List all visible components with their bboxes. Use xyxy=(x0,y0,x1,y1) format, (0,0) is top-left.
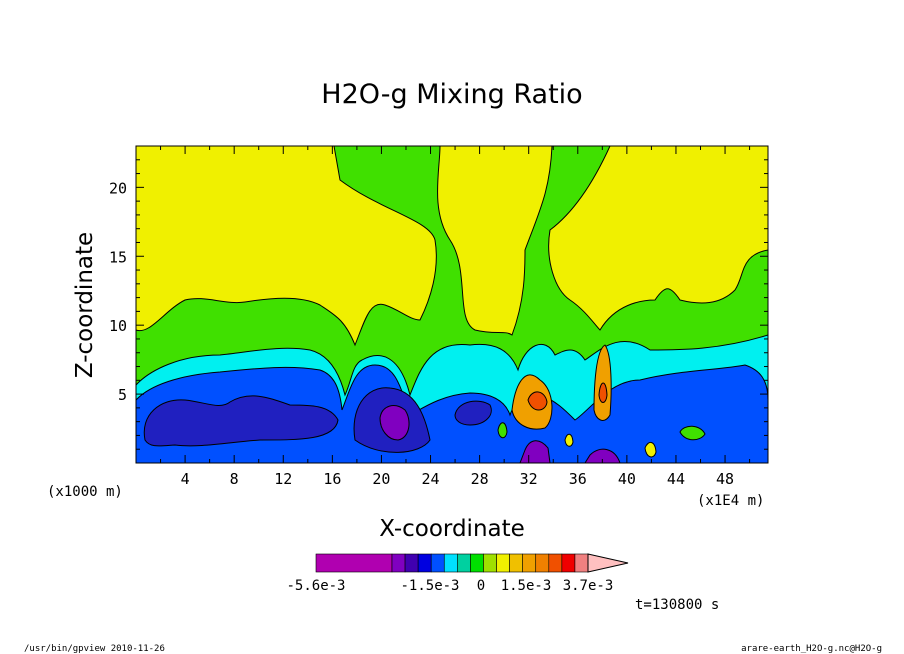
colorbar-swatch xyxy=(574,553,589,573)
x-unit-right: (x1E4 m) xyxy=(697,493,764,509)
contour-purple-2 xyxy=(519,440,551,463)
colorbar-swatch xyxy=(496,553,510,573)
colorbar-swatch xyxy=(430,553,445,573)
y-axis: 5 10 15 20 xyxy=(109,159,768,450)
y-tick-label: 15 xyxy=(109,248,127,266)
colorbar-swatch xyxy=(315,553,393,573)
contour-purple-1 xyxy=(379,405,410,441)
x-tick-label: 4 xyxy=(181,470,190,488)
time-label: t=130800 s xyxy=(635,597,719,613)
y-tick-label: 10 xyxy=(109,317,127,335)
colorbar-swatch xyxy=(522,553,537,573)
colorbar-arrow xyxy=(587,553,629,573)
plot-area xyxy=(135,145,769,464)
colorbar xyxy=(315,553,629,573)
colorbar-swatch xyxy=(561,553,576,573)
colorbar-swatch xyxy=(548,553,563,573)
footer-left: /usr/bin/gpview 2010-11-26 xyxy=(24,644,165,654)
y-tick-label: 5 xyxy=(118,386,127,404)
colorbar-swatch xyxy=(391,553,406,573)
colorbar-swatch xyxy=(483,553,497,573)
x-tick-label: 28 xyxy=(471,470,489,488)
colorbar-label: -5.6e-3 xyxy=(286,578,345,594)
contour-red-1 xyxy=(527,391,548,411)
x-tick-label: 36 xyxy=(569,470,587,488)
colorbar-label: 3.7e-3 xyxy=(563,578,614,594)
x-tick-label: 48 xyxy=(716,470,734,488)
x-tick-label: 20 xyxy=(372,470,390,488)
colorbar-label: 1.5e-3 xyxy=(501,578,552,594)
chart-title: H2O-g Mixing Ratio xyxy=(321,79,582,110)
contour-speck-1 xyxy=(497,422,508,439)
x-tick-label: 8 xyxy=(230,470,239,488)
colorbar-swatch xyxy=(535,553,550,573)
colorbar-labels: -5.6e-3 -1.5e-3 0 1.5e-3 3.7e-3 xyxy=(286,578,613,594)
x-tick-label: 40 xyxy=(618,470,636,488)
y-tick-label: 20 xyxy=(109,179,127,197)
x-axis-label: X-coordinate xyxy=(379,516,525,542)
y-axis-label: Z-coordinate xyxy=(72,232,98,378)
x-tick-label: 24 xyxy=(421,470,439,488)
contour-darkblue-1 xyxy=(143,395,339,447)
colorbar-label: 0 xyxy=(477,578,485,594)
x-tick-label: 12 xyxy=(274,470,292,488)
colorbar-swatch xyxy=(404,553,419,573)
colorbar-swatch xyxy=(417,553,432,573)
footer-right: arare-earth_H2O-g.nc@H2O-g xyxy=(741,644,882,654)
x-unit-left: (x1000 m) xyxy=(47,484,123,500)
contour-speck-4 xyxy=(644,442,657,458)
x-tick-label: 32 xyxy=(520,470,538,488)
contour-purple-3 xyxy=(584,448,621,463)
x-axis: 4 8 12 16 20 24 28 32 36 40 44 48 xyxy=(160,146,751,488)
colorbar-swatch xyxy=(470,553,484,573)
contour-darkblue-3 xyxy=(454,400,492,426)
contour-speck-2 xyxy=(564,433,574,447)
contour-speck-3 xyxy=(679,425,706,441)
x-tick-label: 16 xyxy=(323,470,341,488)
contour-red-2 xyxy=(598,382,608,403)
colorbar-swatch xyxy=(457,553,471,573)
x-tick-label: 44 xyxy=(667,470,685,488)
colorbar-swatch xyxy=(509,553,523,573)
colorbar-label: -1.5e-3 xyxy=(400,578,459,594)
colorbar-swatch xyxy=(443,553,458,573)
